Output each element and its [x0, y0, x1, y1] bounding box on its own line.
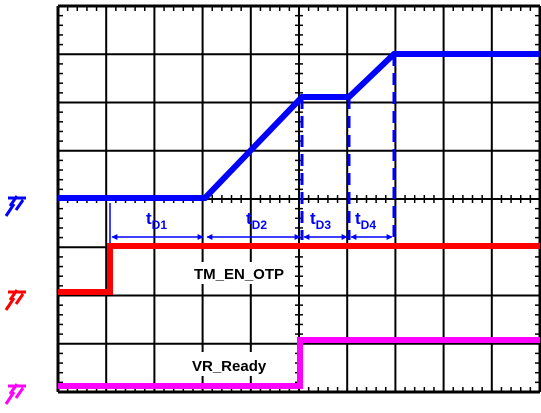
tm-en-otp-waveform — [58, 243, 540, 295]
ground-marker-icon — [4, 289, 26, 311]
interval-label-d1: tD1 — [146, 209, 167, 232]
voltage-trace — [58, 51, 540, 240]
interval-label-d3: tD3 — [310, 209, 331, 232]
interval-label-d2: tD2 — [246, 209, 267, 232]
interval-label-d4: tD4 — [355, 209, 376, 232]
tm-en-otp-label-bg — [191, 262, 291, 284]
vr-ready-waveform — [58, 337, 540, 389]
tm-en-otp-label: TM_EN_OTP — [194, 266, 284, 283]
voltage-waveform — [58, 51, 540, 201]
ground-marker-icon — [4, 383, 26, 405]
ground-marker-icon — [4, 195, 26, 217]
vr-ready-label-bg — [188, 352, 284, 376]
vr-ready-label: VR_Ready — [192, 358, 267, 375]
interval-arrows — [109, 203, 393, 245]
